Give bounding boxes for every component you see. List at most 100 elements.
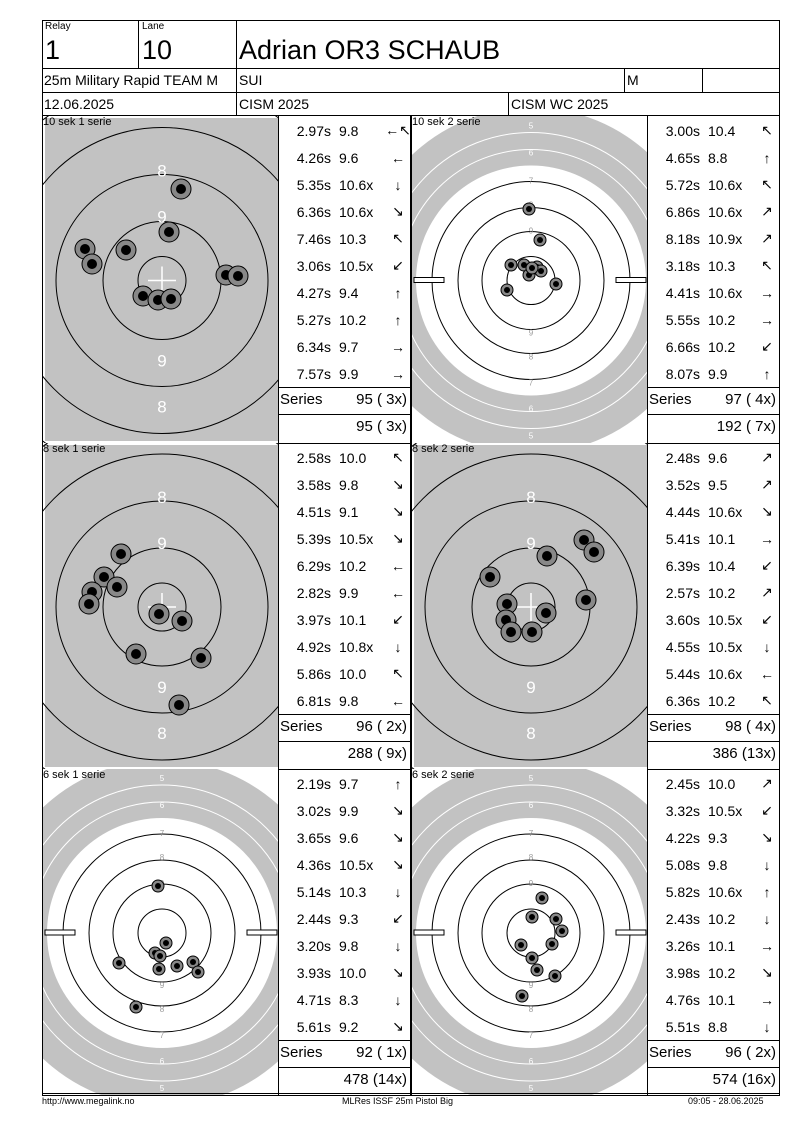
shot-time: 5.35s [296, 176, 331, 193]
shot-score: 10.6x [339, 176, 374, 193]
shot-time: 5.72s [665, 176, 700, 193]
shot-time: 4.27s [296, 284, 331, 301]
shot-score: 10.5x [339, 856, 374, 873]
shot-row: 6.39s 10.4 ↙ [652, 552, 782, 579]
shot-direction-icon: ↘ [761, 964, 773, 980]
block-divider [42, 1095, 780, 1096]
shot-row: 5.44s 10.6x ← [652, 660, 782, 687]
shot-hole [190, 647, 212, 669]
shot-table: 2.19s 9.7 ↑ 3.02s 9.9 ↘ 3.65s 9.6 ↘ 4.36s 10.5x ↘ 5.… [283, 770, 413, 1040]
target-image: 5 6 7 8 9 9 8 7 6 5 [412, 769, 647, 1095]
shot-table-box [278, 769, 411, 1095]
ring-label: 5 [160, 774, 165, 783]
total-divider [647, 741, 780, 742]
shot-hole [159, 936, 173, 950]
series-title: 6 sek 1 serie [43, 769, 106, 781]
shot-direction-icon: ↙ [392, 910, 404, 926]
shot-hole [125, 643, 147, 665]
ring-label: 9 [157, 678, 166, 697]
shot-score: 10.6x [708, 503, 743, 520]
ring-label: 9 [529, 981, 534, 990]
shot-direction-icon: ↘ [392, 476, 404, 492]
shot-row: 5.51s 8.8 ↓ [652, 1013, 782, 1040]
shot-time: 2.82s [296, 584, 331, 601]
shot-time: 7.57s [296, 365, 331, 382]
shot-direction-icon: ↓ [394, 937, 402, 954]
competition: CISM 2025 [239, 96, 310, 112]
shot-hole [514, 938, 528, 952]
shot-direction-icon: ↓ [763, 910, 771, 927]
shot-time: 5.14s [296, 883, 331, 900]
ring-label: 7 [529, 829, 534, 838]
shot-direction-icon: ↙ [761, 611, 773, 627]
shot-time: 2.57s [665, 584, 700, 601]
shot-row: 6.86s 10.6x ↗ [652, 198, 782, 225]
shot-hole [536, 545, 558, 567]
shot-direction-icon: ↓ [763, 1018, 771, 1035]
series-score: 96 ( 2x) [725, 1044, 776, 1061]
ring-label: 6 [160, 1057, 165, 1066]
shot-direction-icon: → [760, 311, 774, 328]
shot-score: 10.3 [339, 883, 367, 900]
shot-hole [227, 265, 249, 287]
shot-score: 10.9x [708, 230, 743, 247]
ring-label: 9 [160, 981, 165, 990]
shot-time: 3.98s [665, 964, 700, 981]
shot-direction-icon: ↑ [394, 775, 402, 792]
shot-hole [548, 969, 562, 983]
shot-row: 5.61s 9.2 ↘ [283, 1013, 413, 1040]
shot-hole [515, 989, 529, 1003]
shot-direction-icon: ↑ [763, 883, 771, 900]
shot-score: 10.6x [708, 665, 743, 682]
shot-row: 4.22s 9.3 ↘ [652, 824, 782, 851]
ring-label: 6 [529, 1057, 534, 1066]
ring-label: 6 [529, 801, 534, 810]
shot-time: 3.93s [296, 964, 331, 981]
shot-table-box [647, 443, 780, 769]
shot-direction-icon: ↖ [761, 122, 773, 138]
shot-direction-icon: ↘ [392, 530, 404, 546]
shot-time: 3.60s [665, 611, 700, 628]
target-ring [424, 500, 638, 714]
shot-score: 9.8 [339, 692, 359, 709]
shot-row: 6.36s 10.6x ↘ [283, 198, 413, 225]
shot-score: 9.8 [339, 476, 359, 493]
shot-time: 4.71s [296, 991, 331, 1008]
shot-direction-icon: ↓ [394, 991, 402, 1008]
shot-direction-icon: ← [760, 665, 774, 682]
ring-label: 7 [529, 379, 534, 388]
header-divider-1 [42, 68, 780, 69]
event-name: 25m Military Rapid TEAM M [44, 72, 219, 88]
shot-time: 2.97s [296, 122, 331, 139]
shot-score: 9.8 [339, 122, 359, 139]
shot-time: 6.29s [296, 557, 331, 574]
shot-direction-icon: → [391, 365, 405, 382]
shot-table: 3.00s 10.4 ↖ 4.65s 8.8 ↑ 5.72s 10.6x ↖ 6.86s 10.6x… [652, 117, 782, 387]
shot-direction-icon: ← [391, 557, 405, 574]
relay-number: 1 [45, 35, 61, 65]
shot-row: 3.00s 10.4 ↖ [652, 117, 782, 144]
shot-row: 5.55s 10.2 → [652, 306, 782, 333]
series-title: 6 sek 2 serie [412, 769, 475, 781]
shot-hole [525, 910, 539, 924]
shot-score: 10.2 [708, 910, 736, 927]
shot-score: 10.2 [708, 584, 736, 601]
total-divider [278, 414, 411, 415]
shot-score: 9.3 [708, 829, 728, 846]
total-divider [278, 1067, 411, 1068]
shot-direction-icon: ↘ [392, 802, 404, 818]
shot-score: 10.4 [708, 557, 736, 574]
ring-label: 5 [529, 122, 534, 131]
shot-row: 4.36s 10.5x ↘ [283, 851, 413, 878]
shot-hole [545, 937, 559, 951]
shot-direction-icon: ↗ [761, 230, 773, 246]
shot-row: 3.52s 9.5 ↗ [652, 471, 782, 498]
ring-label: 8 [160, 853, 165, 862]
target-panel: 8 9 9 8 [42, 443, 278, 769]
shot-row: 4.76s 10.1 → [652, 986, 782, 1013]
ring-label: 8 [529, 853, 534, 862]
shot-hole [535, 891, 549, 905]
shot-score: 9.5 [708, 476, 728, 493]
shot-time: 2.45s [665, 775, 700, 792]
shot-row: 2.82s 9.9 ← [283, 579, 413, 606]
